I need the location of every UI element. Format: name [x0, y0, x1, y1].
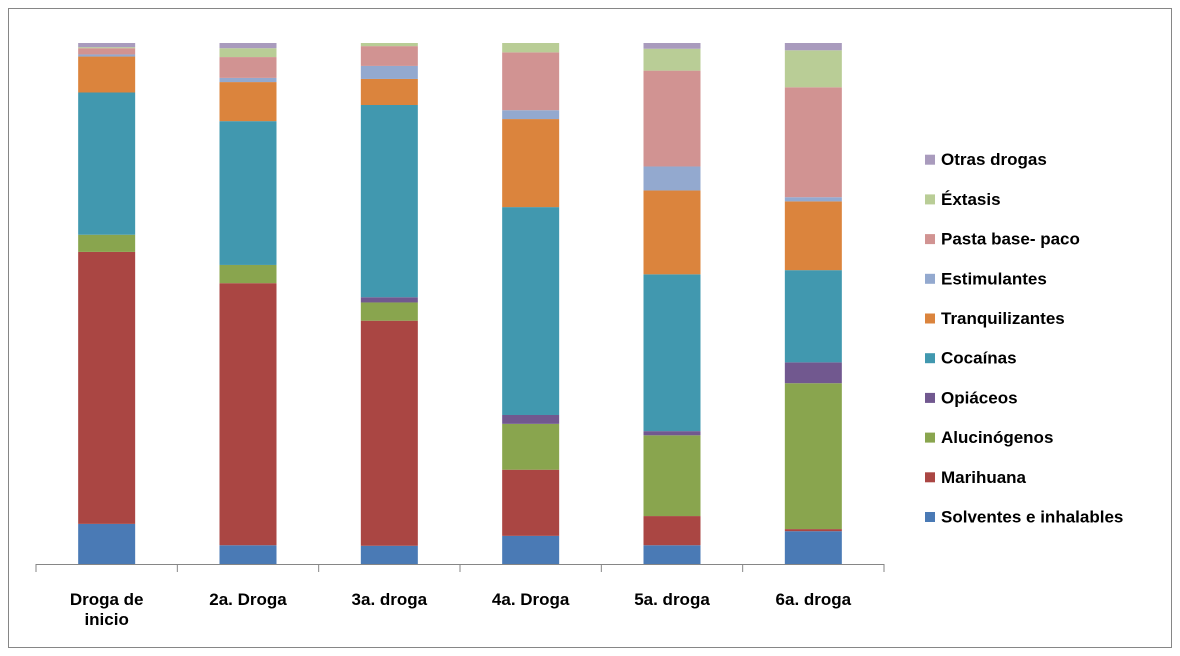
legend-swatch	[925, 392, 935, 403]
bar-segment	[360, 104, 418, 298]
bar-segment	[784, 383, 842, 530]
x-tick-label: 6a. droga	[775, 590, 852, 609]
bar-segment	[502, 535, 560, 564]
bar-segment	[78, 43, 136, 48]
bar-segment	[643, 48, 701, 71]
bar-segment	[360, 65, 418, 79]
bar-segment	[360, 43, 418, 47]
bar-segment	[219, 43, 277, 49]
bar-segment	[784, 43, 842, 51]
legend-label: Pasta base- paco	[941, 230, 1080, 249]
legend-label: Tranquilizantes	[941, 309, 1065, 328]
bar-segment	[784, 197, 842, 202]
bar-segment	[502, 119, 560, 208]
bar-segment	[78, 56, 136, 93]
bar-segment	[784, 201, 842, 271]
bar-segment	[502, 43, 560, 53]
bar-segment	[219, 77, 277, 83]
bar-segment	[360, 78, 418, 105]
bar-segment	[643, 190, 701, 275]
bar-segment	[360, 320, 418, 546]
legend-swatch	[925, 313, 935, 324]
bar-segment	[643, 545, 701, 564]
chart-frame	[8, 8, 1172, 648]
bar-segment	[78, 48, 136, 55]
legend-swatch	[925, 273, 935, 284]
bar-segment	[643, 166, 701, 191]
x-tick-label: Droga de inicio	[69, 590, 144, 629]
x-tick-label: 4a. Droga	[491, 590, 570, 609]
bar-segment	[360, 297, 418, 303]
legend-label: Solventes e inhalables	[941, 507, 1123, 526]
bar-segment	[360, 46, 418, 66]
legend-swatch	[925, 472, 935, 483]
legend-label: Marihuana	[941, 468, 1027, 487]
legend-label: Estimulantes	[941, 269, 1047, 288]
x-tick-label: 2a. Droga	[209, 590, 287, 609]
bar-segment	[502, 52, 560, 111]
legend-label: Alucinógenos	[941, 428, 1053, 447]
bar-segment	[502, 469, 560, 536]
bar-segment	[502, 414, 560, 424]
legend-swatch	[925, 154, 935, 165]
legend-swatch	[925, 234, 935, 245]
bar-segment	[502, 207, 560, 415]
legend-swatch	[925, 353, 935, 364]
bar-segment	[360, 545, 418, 564]
legend-swatch	[925, 512, 935, 522]
legend-label: Éxtasis	[941, 190, 1001, 209]
bar-segment	[360, 302, 418, 321]
bar-segment	[502, 423, 560, 470]
bar-segment	[78, 234, 136, 252]
x-tick-label: 3a. droga	[351, 590, 428, 609]
bar-segment	[78, 54, 136, 57]
bar-segment	[643, 435, 701, 517]
bar-segment	[219, 57, 277, 78]
bar-segment	[643, 516, 701, 546]
bar-segment	[219, 545, 277, 564]
bar-segment	[784, 531, 842, 564]
bar-segment	[502, 110, 560, 120]
bar-segment	[784, 50, 842, 88]
bar-segment	[784, 270, 842, 363]
legend-swatch	[925, 194, 935, 205]
bar-segment	[78, 523, 136, 564]
bar-segment	[784, 529, 842, 532]
bar-segment	[784, 362, 842, 384]
bar-segment	[643, 274, 701, 432]
legend-label: Opiáceos	[941, 388, 1018, 407]
bar-segment	[78, 47, 136, 49]
bar-segment	[219, 264, 277, 284]
bar-segment	[78, 251, 136, 524]
bar-segment	[784, 87, 842, 198]
bar-segment	[219, 48, 277, 58]
legend-swatch	[925, 432, 935, 443]
bar-segment	[643, 431, 701, 436]
x-tick-label: 5a. droga	[634, 590, 710, 609]
bar-segment	[78, 92, 136, 235]
legend-label: Cocaínas	[941, 349, 1017, 368]
bar-segment	[643, 70, 701, 167]
bar-segment	[219, 82, 277, 122]
legend-label: Otras drogas	[941, 150, 1047, 169]
bar-segment	[219, 121, 277, 265]
bar-segment	[643, 43, 701, 49]
bar-segment	[219, 283, 277, 546]
